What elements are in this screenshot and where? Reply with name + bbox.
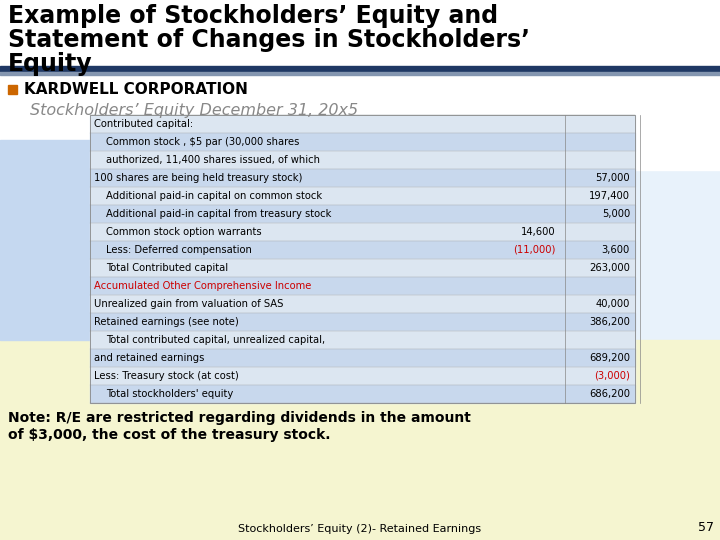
Text: 40,000: 40,000 [595, 299, 630, 309]
Text: Contributed capital:: Contributed capital: [94, 119, 193, 129]
Text: 57,000: 57,000 [595, 173, 630, 183]
Bar [90, 133, 635, 151]
Bar [90, 331, 635, 349]
Text: Common stock option warrants: Common stock option warrants [106, 227, 261, 237]
Bar [90, 205, 635, 223]
Text: KARDWELL CORPORATION: KARDWELL CORPORATION [24, 82, 248, 97]
Text: 5,000: 5,000 [602, 209, 630, 219]
Bar [0, 0, 720, 170]
Bar [90, 187, 635, 205]
Bar [90, 259, 635, 277]
Text: Equity: Equity [8, 52, 93, 76]
Text: 263,000: 263,000 [589, 263, 630, 273]
Text: of $3,000, the cost of the treasury stock.: of $3,000, the cost of the treasury stoc… [8, 428, 330, 442]
Bar [90, 367, 635, 385]
Text: Common stock , $5 par (30,000 shares: Common stock , $5 par (30,000 shares [106, 137, 300, 147]
Bar [0, 340, 720, 540]
Text: Total contributed capital, unrealized capital,: Total contributed capital, unrealized ca… [106, 335, 325, 345]
Text: Example of Stockholders’ Equity and: Example of Stockholders’ Equity and [8, 4, 498, 28]
Bar [90, 295, 635, 313]
Text: Total Contributed capital: Total Contributed capital [106, 263, 228, 273]
Text: 197,400: 197,400 [589, 191, 630, 201]
Text: 689,200: 689,200 [589, 353, 630, 363]
Bar [90, 115, 635, 133]
Text: authorized, 11,400 shares issued, of which: authorized, 11,400 shares issued, of whi… [106, 155, 320, 165]
Bar [90, 385, 635, 403]
Text: 386,200: 386,200 [589, 317, 630, 327]
Text: 686,200: 686,200 [589, 389, 630, 399]
Text: Retained earnings (see note): Retained earnings (see note) [94, 317, 239, 327]
Text: 14,600: 14,600 [521, 227, 555, 237]
Text: Stockholders’ Equity December 31, 20x5: Stockholders’ Equity December 31, 20x5 [30, 103, 358, 118]
Bar [90, 169, 635, 187]
Text: Less: Deferred compensation: Less: Deferred compensation [106, 245, 252, 255]
Text: (11,000): (11,000) [513, 245, 555, 255]
Bar [0, 140, 90, 340]
Bar [0, 66, 720, 71]
Text: Additional paid-in capital from treasury stock: Additional paid-in capital from treasury… [106, 209, 331, 219]
Bar [90, 241, 635, 259]
Text: Statement of Changes in Stockholders’: Statement of Changes in Stockholders’ [8, 28, 530, 52]
Bar [0, 0, 720, 340]
Bar [90, 115, 635, 403]
Text: Less: Treasury stock (at cost): Less: Treasury stock (at cost) [94, 371, 239, 381]
Text: 3,600: 3,600 [602, 245, 630, 255]
Bar [90, 151, 635, 169]
Text: Additional paid-in capital on common stock: Additional paid-in capital on common sto… [106, 191, 322, 201]
Text: Stockholders’ Equity (2)- Retained Earnings: Stockholders’ Equity (2)- Retained Earni… [238, 524, 482, 534]
Text: and retained earnings: and retained earnings [94, 353, 204, 363]
Text: Accumulated Other Comprehensive Income: Accumulated Other Comprehensive Income [94, 281, 311, 291]
Bar [8, 85, 17, 94]
Text: Unrealized gain from valuation of SAS: Unrealized gain from valuation of SAS [94, 299, 284, 309]
Bar [0, 72, 720, 75]
Bar [90, 313, 635, 331]
Bar [90, 223, 635, 241]
Text: Total stockholders' equity: Total stockholders' equity [106, 389, 233, 399]
Text: 57: 57 [698, 521, 714, 534]
Text: Note: R/E are restricted regarding dividends in the amount: Note: R/E are restricted regarding divid… [8, 411, 471, 425]
Bar [90, 277, 635, 295]
Bar [90, 349, 635, 367]
Text: 100 shares are being held treasury stock): 100 shares are being held treasury stock… [94, 173, 302, 183]
Text: (3,000): (3,000) [594, 371, 630, 381]
